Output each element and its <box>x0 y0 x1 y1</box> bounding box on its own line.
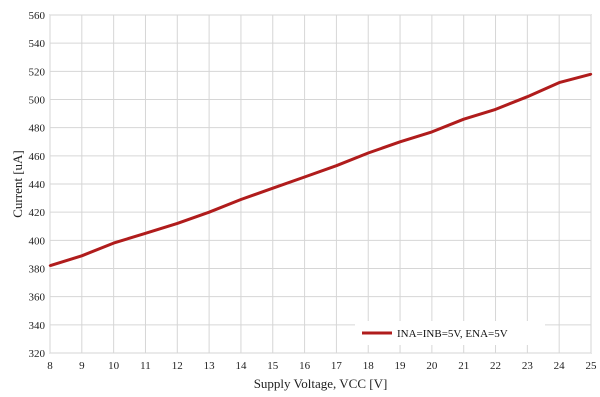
y-tick-label: 340 <box>29 320 46 332</box>
data-point <box>271 187 274 190</box>
x-tick-label: 16 <box>299 360 311 372</box>
grid-lines <box>49 14 592 354</box>
x-tick-label: 12 <box>172 360 183 372</box>
x-tick-label: 8 <box>47 360 53 372</box>
series-layer <box>48 72 593 268</box>
y-tick-label: 440 <box>29 179 46 191</box>
x-tick-label: 15 <box>267 360 279 372</box>
y-tick-label: 420 <box>29 207 46 219</box>
data-point <box>112 241 115 245</box>
x-tick-label: 20 <box>426 360 438 372</box>
x-tick-label: 22 <box>490 360 501 372</box>
x-tick-label: 13 <box>204 360 216 372</box>
data-point <box>557 81 561 84</box>
y-tick-label: 400 <box>29 235 46 247</box>
x-tick-labels: 8 9 10 11 12 13 14 15 16 17 18 19 20 21 22 23 24 25 <box>47 360 597 372</box>
x-tick-label: 24 <box>554 360 566 372</box>
y-tick-label: 520 <box>29 66 46 78</box>
x-tick-label: 9 <box>79 360 85 372</box>
data-point <box>303 175 306 179</box>
y-tick-label: 320 <box>29 348 46 360</box>
data-point <box>462 118 465 121</box>
legend-label: INA=INB=5V, ENA=5V <box>397 328 508 340</box>
data-point <box>48 264 52 267</box>
y-tick-label: 480 <box>29 123 46 135</box>
data-point <box>144 232 147 235</box>
y-tick-label: 460 <box>29 151 46 163</box>
x-tick-label: 21 <box>458 360 469 372</box>
data-point <box>494 108 497 111</box>
data-point <box>176 222 179 225</box>
data-point <box>526 95 529 98</box>
data-point <box>80 254 84 258</box>
data-point <box>335 164 338 167</box>
y-tick-label: 360 <box>29 292 46 304</box>
data-point <box>589 72 593 76</box>
y-tick-labels: 320 340 360 380 400 420 440 460 480 500 520 540 560 <box>29 10 46 360</box>
x-tick-label: 18 <box>363 360 375 372</box>
x-tick-label: 11 <box>140 360 151 372</box>
x-axis-title: Supply Voltage, VCC [V] <box>254 376 388 391</box>
data-point <box>239 198 243 201</box>
y-tick-label: 500 <box>29 95 46 107</box>
x-tick-label: 19 <box>395 360 407 372</box>
y-tick-label: 540 <box>29 38 46 50</box>
x-tick-label: 23 <box>522 360 534 372</box>
data-point <box>430 130 434 134</box>
x-tick-label: 25 <box>586 360 598 372</box>
x-tick-label: 10 <box>108 360 120 372</box>
legend: INA=INB=5V, ENA=5V <box>355 321 545 345</box>
data-point <box>367 151 370 155</box>
series-line <box>49 72 592 268</box>
x-tick-label: 17 <box>331 360 343 372</box>
data-point <box>398 140 402 143</box>
y-tick-label: 380 <box>29 264 46 276</box>
x-tick-label: 14 <box>235 360 247 372</box>
y-axis-title: Current [uA] <box>10 150 25 218</box>
y-tick-label: 560 <box>29 10 46 22</box>
data-point <box>207 210 211 214</box>
